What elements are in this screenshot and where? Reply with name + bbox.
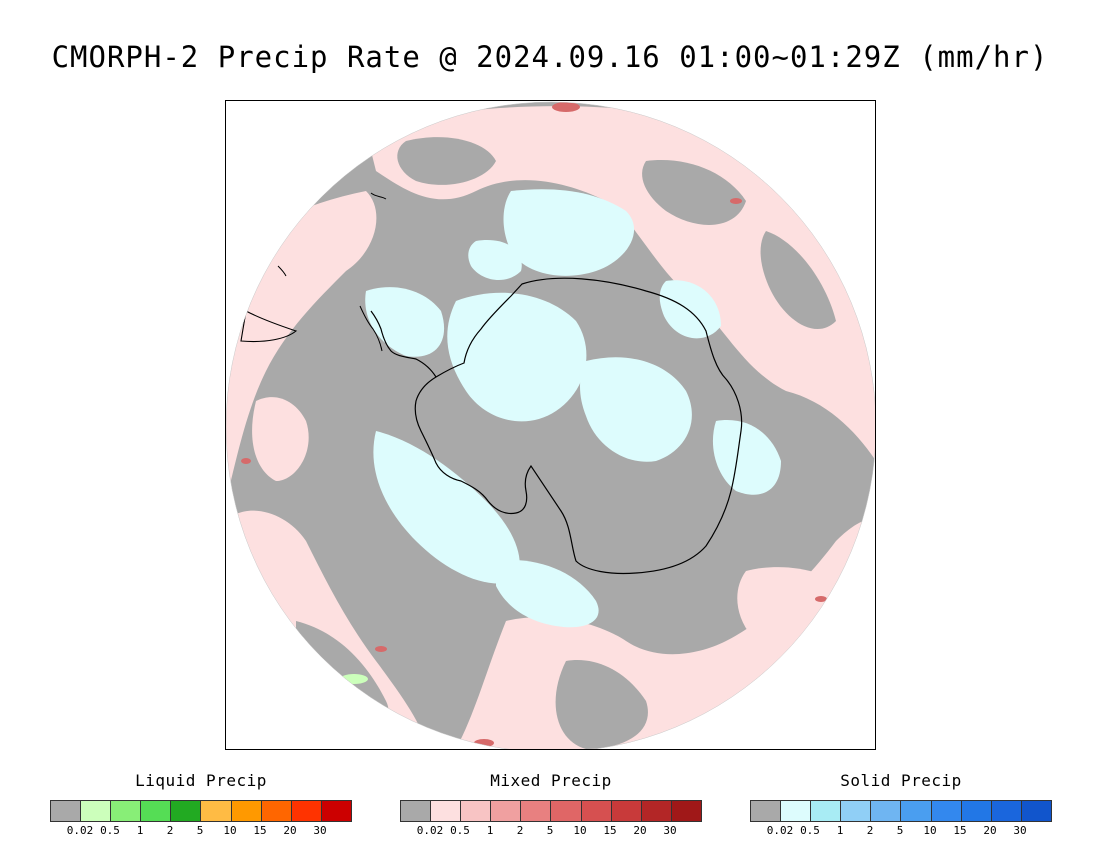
color-swatch bbox=[521, 801, 552, 821]
land-fragment bbox=[370, 192, 387, 200]
tick-label: 1 bbox=[136, 824, 144, 837]
south-america-coastline bbox=[359, 305, 383, 352]
land-fragment bbox=[240, 310, 298, 343]
tick-label: 30 bbox=[1013, 824, 1027, 837]
color-swatch bbox=[931, 801, 962, 821]
tick-label: 30 bbox=[313, 824, 327, 837]
color-swatch bbox=[671, 801, 701, 821]
tick-label: 2 bbox=[166, 824, 174, 837]
legend-title: Liquid Precip bbox=[135, 771, 267, 790]
legend-liquid: Liquid Precip 0.02 0.5 1 2 5 10 15 20 30 bbox=[50, 770, 352, 840]
tick-label: 0.02 bbox=[416, 824, 444, 837]
tick-label: 20 bbox=[983, 824, 997, 837]
color-swatch bbox=[291, 801, 322, 821]
color-swatch bbox=[141, 801, 172, 821]
tick-labels: 0.02 0.5 1 2 5 10 15 20 30 bbox=[400, 824, 702, 840]
antarctic-peninsula-coastline bbox=[370, 310, 437, 378]
color-bar bbox=[750, 800, 1052, 822]
color-swatch bbox=[261, 801, 292, 821]
tick-label: 1 bbox=[836, 824, 844, 837]
color-swatch bbox=[871, 801, 902, 821]
tick-label: 20 bbox=[283, 824, 297, 837]
map-disc-outline bbox=[226, 101, 875, 749]
color-swatch bbox=[81, 801, 112, 821]
tick-label: 0.5 bbox=[100, 824, 120, 837]
legend-title: Mixed Precip bbox=[490, 771, 612, 790]
color-swatch bbox=[51, 801, 82, 821]
tick-label: 1 bbox=[486, 824, 494, 837]
land-fragment bbox=[277, 265, 287, 277]
color-swatch bbox=[611, 801, 642, 821]
tick-label: 0.02 bbox=[766, 824, 794, 837]
legend-mixed: Mixed Precip 0.02 0.5 1 2 5 10 15 20 30 bbox=[400, 770, 702, 840]
tick-labels: 0.02 0.5 1 2 5 10 15 20 30 bbox=[50, 824, 352, 840]
tick-label: 15 bbox=[253, 824, 267, 837]
tick-label: 0.02 bbox=[66, 824, 94, 837]
tick-label: 2 bbox=[516, 824, 524, 837]
tick-label: 10 bbox=[573, 824, 587, 837]
tick-label: 10 bbox=[923, 824, 937, 837]
color-swatch bbox=[551, 801, 582, 821]
tick-label: 5 bbox=[896, 824, 904, 837]
color-swatch bbox=[811, 801, 842, 821]
color-swatch bbox=[431, 801, 462, 821]
color-swatch bbox=[201, 801, 232, 821]
tick-label: 20 bbox=[633, 824, 647, 837]
color-swatch bbox=[991, 801, 1022, 821]
antarctica-coastline bbox=[414, 277, 743, 575]
color-swatch bbox=[841, 801, 872, 821]
color-swatch bbox=[321, 801, 351, 821]
tick-labels: 0.02 0.5 1 2 5 10 15 20 30 bbox=[750, 824, 1052, 840]
liquid-precip-spot bbox=[340, 674, 368, 684]
color-swatch bbox=[111, 801, 142, 821]
legend-solid: Solid Precip 0.02 0.5 1 2 5 10 15 20 30 bbox=[750, 770, 1052, 840]
mixed-precip-heavy-spots bbox=[241, 102, 827, 747]
color-swatch bbox=[401, 801, 432, 821]
color-bar bbox=[400, 800, 702, 822]
tick-label: 5 bbox=[196, 824, 204, 837]
color-swatch bbox=[901, 801, 932, 821]
color-swatch bbox=[491, 801, 522, 821]
color-swatch bbox=[171, 801, 202, 821]
tick-label: 2 bbox=[866, 824, 874, 837]
color-swatch bbox=[781, 801, 812, 821]
color-bar bbox=[50, 800, 352, 822]
tick-label: 0.5 bbox=[450, 824, 470, 837]
color-swatch bbox=[461, 801, 492, 821]
polar-precip-map bbox=[226, 101, 875, 749]
color-swatch bbox=[641, 801, 672, 821]
tick-label: 10 bbox=[223, 824, 237, 837]
color-swatch bbox=[961, 801, 992, 821]
tick-label: 30 bbox=[663, 824, 677, 837]
color-swatch bbox=[581, 801, 612, 821]
solid-precip-areas bbox=[365, 189, 781, 628]
map-panel bbox=[225, 100, 876, 750]
tick-label: 5 bbox=[546, 824, 554, 837]
color-swatch bbox=[231, 801, 262, 821]
color-swatch bbox=[751, 801, 782, 821]
tick-label: 15 bbox=[953, 824, 967, 837]
map-title: CMORPH-2 Precip Rate @ 2024.09.16 01:00~… bbox=[51, 40, 1049, 74]
legend-title: Solid Precip bbox=[840, 771, 962, 790]
color-swatch bbox=[1021, 801, 1051, 821]
tick-label: 15 bbox=[603, 824, 617, 837]
tick-label: 0.5 bbox=[800, 824, 820, 837]
